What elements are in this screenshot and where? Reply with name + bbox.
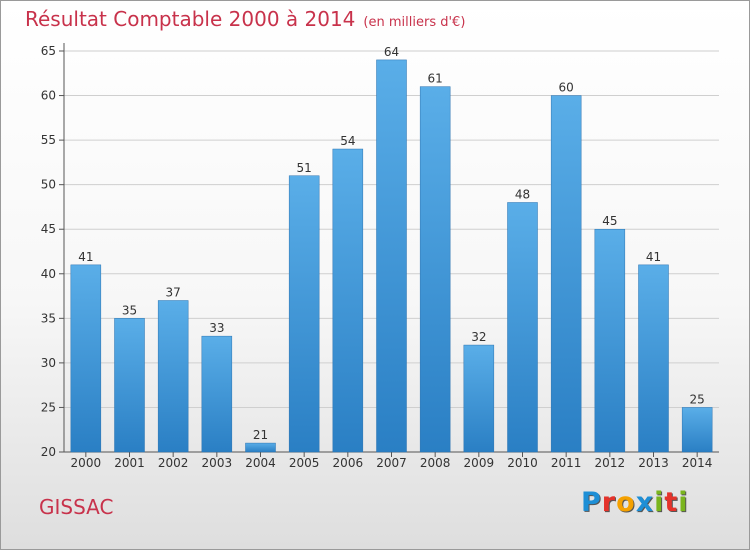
x-tick-label: 2005: [289, 456, 320, 470]
logo-letter: i: [678, 487, 689, 518]
bar: [245, 442, 276, 453]
bar: [550, 95, 582, 453]
bar: [332, 148, 364, 453]
x-tick-label: 2010: [507, 456, 538, 470]
data-label: 48: [515, 187, 530, 201]
x-tick-label: 2007: [376, 456, 407, 470]
data-label: 54: [340, 134, 355, 148]
y-tick-label: 50: [41, 178, 56, 192]
y-tick-label: 40: [41, 267, 56, 281]
data-label: 32: [471, 330, 486, 344]
data-label: 45: [602, 214, 617, 228]
data-label: 41: [646, 250, 661, 264]
bar: [419, 86, 451, 453]
x-tick-label: 2013: [638, 456, 669, 470]
bar: [70, 264, 102, 453]
chart-subtitle: (en milliers d'€): [363, 15, 466, 30]
bar: [114, 318, 145, 453]
y-tick-label: 20: [41, 445, 56, 459]
logo-letter: P: [581, 487, 602, 518]
bar: [157, 300, 189, 453]
data-label: 25: [690, 392, 705, 406]
bar: [638, 264, 669, 453]
bar: [201, 335, 233, 453]
data-label: 35: [122, 303, 137, 317]
x-tick-label: 2014: [682, 456, 713, 470]
data-label: 41: [78, 250, 93, 264]
bar: [288, 175, 320, 453]
data-label: 51: [297, 161, 312, 175]
data-label: 64: [384, 45, 399, 59]
bar: [376, 59, 407, 453]
data-label: 60: [559, 81, 574, 95]
data-label: 33: [209, 321, 224, 335]
data-label: 61: [428, 72, 443, 86]
x-tick-label: 2008: [420, 456, 451, 470]
logo-letter: x: [635, 487, 655, 518]
logo-letter: r: [601, 487, 617, 518]
y-tick-label: 25: [41, 400, 56, 414]
chart-title: Résultat Comptable 2000 à 2014 (en millie…: [25, 7, 466, 31]
data-label: 37: [166, 286, 181, 300]
bar: [507, 202, 538, 453]
proxiti-logo: Proxiti: [581, 487, 689, 518]
bar: [463, 344, 495, 453]
x-tick-label: 2003: [202, 456, 233, 470]
logo-letter: t: [664, 487, 679, 518]
x-tick-label: 2002: [158, 456, 189, 470]
commune-name: GISSAC: [39, 495, 114, 519]
x-tick-label: 2004: [245, 456, 276, 470]
y-tick-label: 60: [41, 89, 56, 103]
x-tick-label: 2009: [464, 456, 495, 470]
y-tick-label: 35: [41, 311, 56, 325]
x-tick-label: 2011: [551, 456, 582, 470]
x-tick-label: 2000: [71, 456, 102, 470]
y-tick-label: 45: [41, 222, 56, 236]
logo-letter: i: [654, 487, 665, 518]
logo-letter: o: [616, 487, 636, 518]
bar: [594, 228, 626, 453]
data-label: 21: [253, 428, 268, 442]
bar: [681, 407, 713, 453]
x-tick-label: 2006: [333, 456, 364, 470]
y-tick-label: 65: [41, 44, 56, 58]
y-tick-label: 55: [41, 133, 56, 147]
x-tick-label: 2001: [114, 456, 145, 470]
y-tick-label: 30: [41, 356, 56, 370]
x-tick-label: 2012: [595, 456, 626, 470]
